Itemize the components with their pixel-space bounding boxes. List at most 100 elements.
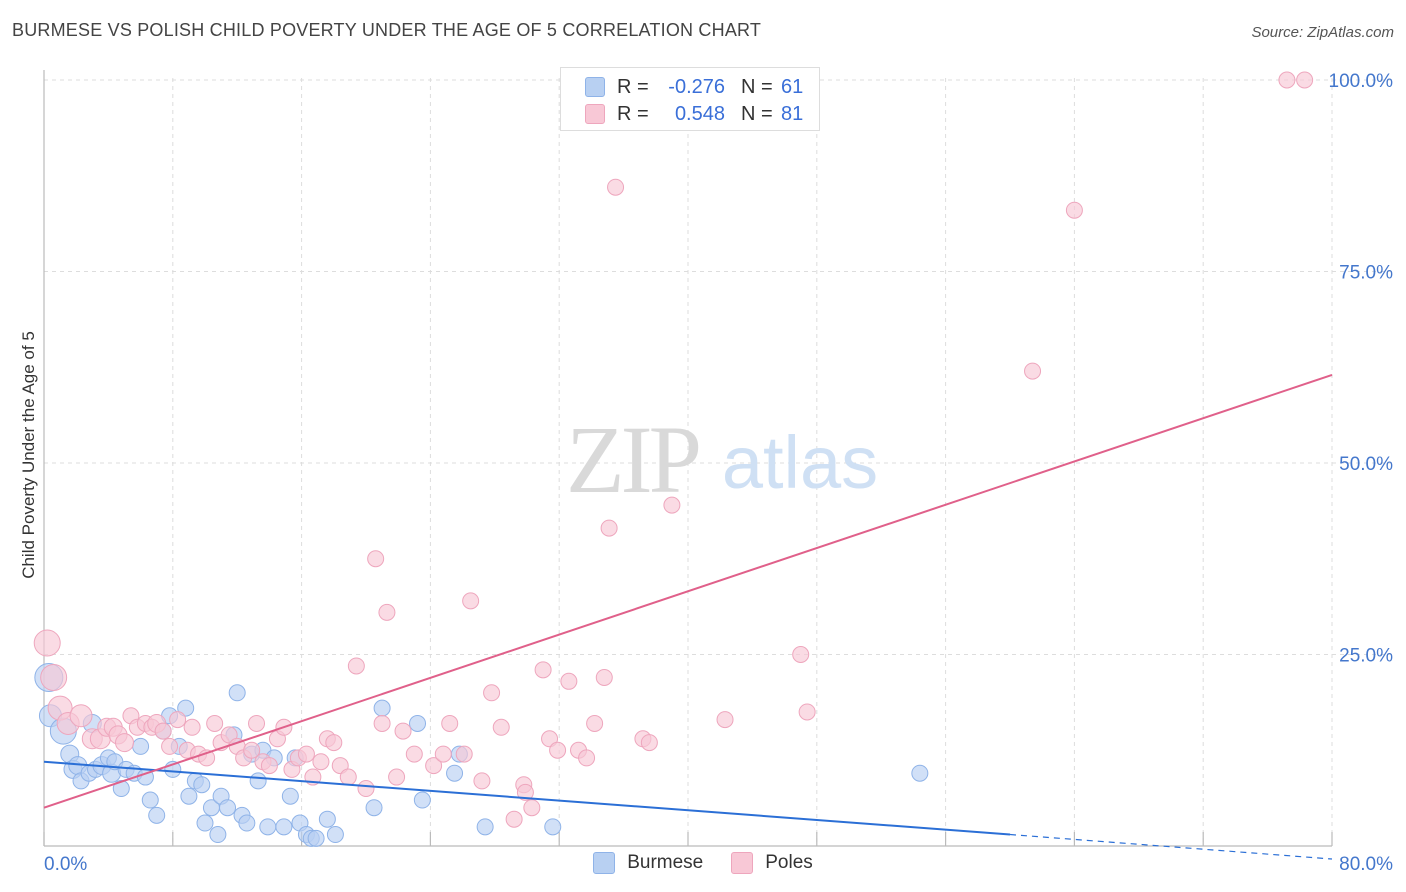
burmese-point [238,814,256,832]
poles-point [373,714,391,732]
poles-point [243,741,261,759]
burmese-point [365,799,383,817]
x-tick-label: 0.0% [44,854,87,875]
poles-point [1296,71,1314,89]
n-label: N = [741,102,773,125]
burmese-point [275,818,293,836]
poles-point [716,711,734,729]
poles-point [462,592,480,610]
poles-point [455,745,473,763]
burmese-point [141,791,159,809]
poles-point [595,668,613,686]
poles-point [169,711,187,729]
poles-point [1024,362,1042,380]
burmese-trend-extension [1009,833,1333,860]
poles-point [388,768,406,786]
legend-row-burmese: R = -0.276 N = 61 [585,74,803,100]
legend-item-burmese: Burmese [593,852,703,874]
y-tick-label: 100.0% [1329,71,1394,92]
poles-point [505,810,523,828]
poles-point [367,550,385,568]
y-tick-label: 75.0% [1339,263,1393,284]
poles-point [586,714,604,732]
poles-point [206,714,224,732]
burmese-point [177,699,195,717]
poles-point [640,734,658,752]
poles-point [549,741,567,759]
poles-point [40,663,68,691]
burmese-point [219,799,237,817]
poles-point [69,704,93,728]
poles-point [1065,201,1083,219]
burmese-point [228,684,246,702]
burmese-legend-label: Burmese [627,852,704,873]
grid-layer [44,78,1392,846]
legend-row-poles: R = 0.548 N = 81 [585,101,803,127]
poles-point [115,733,134,753]
poles-point [600,519,618,537]
poles-point [339,768,357,786]
poles-point [312,753,330,771]
burmese-point [911,764,929,782]
stats-legend: R = -0.276 N = 61 R = 0.548 N = 81 [560,67,820,131]
poles-point [578,749,596,767]
burmese-point [209,826,227,844]
r-label: R = [617,75,649,98]
burmese-point [259,818,277,836]
poles-point [483,684,501,702]
poles-point [248,714,266,732]
poles-point [357,780,375,798]
poles-point [516,783,534,801]
n-value: 61 [781,75,804,98]
burmese-legend-swatch [593,852,616,874]
poles-point [492,718,510,736]
burmese-point [446,764,464,782]
burmese-point [307,829,325,847]
burmese-point [413,791,431,809]
burmese-point [281,787,299,805]
burmese-point [544,818,562,836]
legend-item-poles: Poles [731,852,813,874]
burmese-point [148,806,166,824]
poles-point [394,722,412,740]
burmese-point [409,714,427,732]
chart-title: BURMESE VS POLISH CHILD POVERTY UNDER TH… [12,20,762,40]
r-value: -0.276 [668,75,725,98]
trend-layer [43,373,1333,860]
poles-point [798,703,816,721]
burmese-swatch [585,77,605,97]
poles-point [347,657,365,675]
burmese-point [326,826,344,844]
n-value: 81 [781,102,804,125]
burmese-point [373,699,391,717]
poles-point [405,745,423,763]
poles-point [33,629,61,657]
source-label: Source: ZipAtlas.com [1251,24,1394,41]
poles-point [607,178,625,196]
poles-swatch [585,104,605,124]
y-tick-label: 50.0% [1339,454,1393,475]
burmese-point [112,780,130,798]
poles-legend-swatch [731,852,754,874]
poles-point [560,672,578,690]
poles-point [154,722,172,740]
watermark-atlas: atlas [722,421,878,504]
poles-point [425,757,443,775]
poles-point [541,730,559,748]
poles-point [473,772,491,790]
series-legend: Burmese Poles [0,852,1406,874]
x-tick-label: 80.0% [1339,854,1393,875]
poles-point [1278,71,1296,89]
burmese-point [132,737,150,755]
poles-point [663,496,681,514]
poles-point [534,661,552,679]
poles-legend-label: Poles [765,852,813,873]
r-label: R = [617,102,649,125]
burmese-point [180,787,198,805]
poles-point [331,757,349,775]
burmese-point [249,772,267,790]
poles-trend-line [43,373,1333,809]
poles-point [161,737,179,755]
poles-point [378,603,396,621]
